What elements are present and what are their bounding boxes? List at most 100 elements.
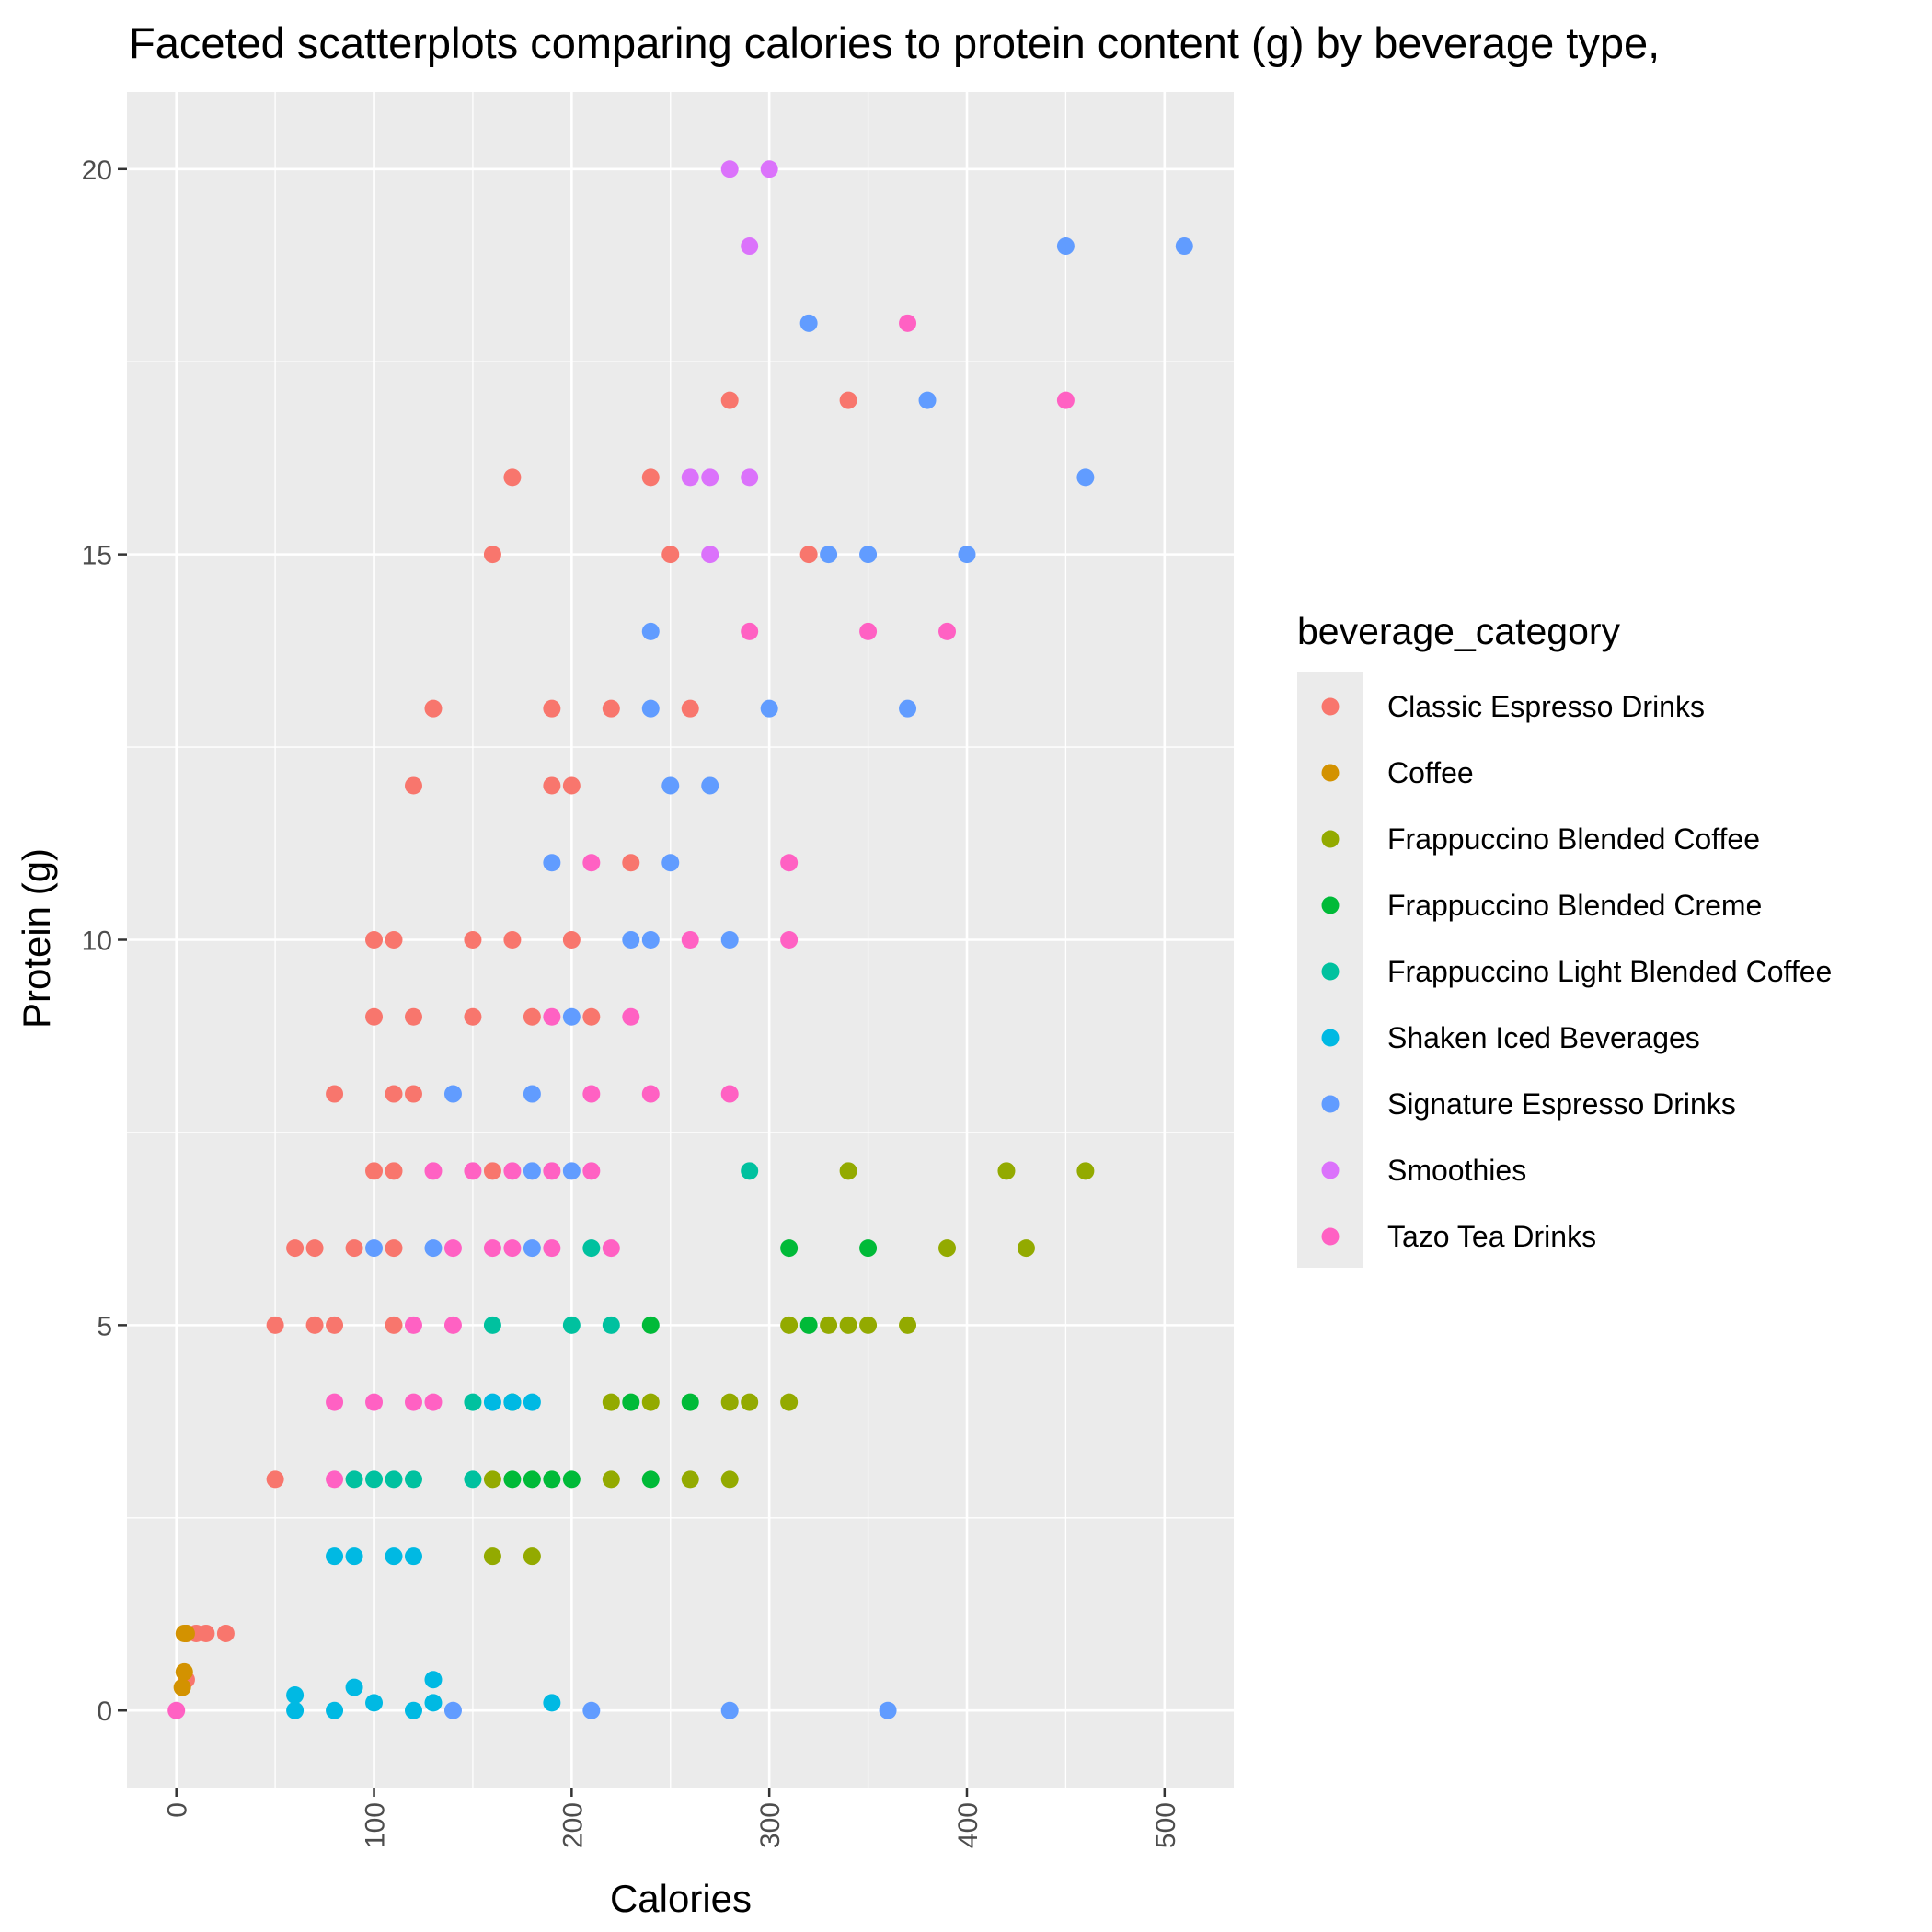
data-point	[720, 160, 739, 178]
data-point	[483, 546, 501, 564]
data-point	[443, 1239, 462, 1258]
data-point	[326, 1316, 344, 1334]
data-point	[1175, 237, 1193, 256]
data-point	[345, 1470, 363, 1489]
legend-key	[1321, 1095, 1340, 1113]
data-point	[799, 546, 818, 564]
data-point	[464, 1470, 482, 1489]
data-point	[523, 1470, 541, 1489]
data-point	[365, 931, 384, 949]
data-point	[997, 1162, 1016, 1180]
data-point	[780, 1316, 799, 1334]
data-point	[602, 699, 620, 718]
data-point	[365, 1393, 384, 1411]
data-point	[385, 1470, 403, 1489]
data-point	[543, 1694, 561, 1712]
data-point	[582, 1701, 601, 1719]
data-point	[641, 1393, 660, 1411]
data-point	[483, 1316, 501, 1334]
legend-key	[1321, 697, 1340, 716]
data-point	[424, 1239, 443, 1258]
legend-key	[1321, 1227, 1340, 1246]
data-point	[266, 1316, 284, 1334]
data-point	[760, 699, 778, 718]
data-point	[543, 1470, 561, 1489]
data-point	[602, 1470, 620, 1489]
data-point	[345, 1547, 363, 1566]
legend-items: Classic Espresso Drinks Coffee Frappuccino…	[1321, 690, 1832, 1253]
data-point	[1076, 468, 1095, 487]
data-point	[859, 1239, 878, 1258]
data-point	[365, 1470, 384, 1489]
data-point	[523, 1162, 541, 1180]
data-point	[899, 314, 917, 332]
data-point	[701, 546, 719, 564]
x-tick-label: 500	[1151, 1802, 1181, 1848]
data-point	[661, 854, 680, 872]
data-point	[216, 1624, 235, 1642]
data-point	[859, 546, 878, 564]
data-point	[326, 1393, 344, 1411]
data-point	[562, 1162, 581, 1180]
data-point	[326, 1701, 344, 1719]
data-point	[464, 1007, 482, 1026]
data-point	[404, 1085, 422, 1103]
data-point	[326, 1085, 344, 1103]
data-point	[173, 1678, 191, 1696]
data-point	[385, 1239, 403, 1258]
data-point	[720, 1701, 739, 1719]
data-point	[503, 1470, 522, 1489]
data-point	[622, 1393, 640, 1411]
data-point	[562, 931, 581, 949]
data-point	[918, 391, 937, 409]
data-point	[523, 1007, 541, 1026]
data-point	[345, 1239, 363, 1258]
data-point	[523, 1393, 541, 1411]
legend-label: Tazo Tea Drinks	[1387, 1220, 1596, 1253]
data-point	[701, 468, 719, 487]
data-point	[503, 468, 522, 487]
data-point	[720, 1393, 739, 1411]
data-point	[483, 1162, 501, 1180]
data-point	[365, 1239, 384, 1258]
data-point	[720, 1470, 739, 1489]
data-point	[424, 1162, 443, 1180]
data-point	[681, 468, 699, 487]
data-point	[464, 1393, 482, 1411]
data-points	[167, 160, 1193, 1719]
legend-label: Frappuccino Light Blended Coffee	[1387, 955, 1832, 988]
data-point	[562, 1316, 581, 1334]
data-point	[404, 1316, 422, 1334]
data-point	[622, 931, 640, 949]
data-point	[760, 160, 778, 178]
data-point	[641, 468, 660, 487]
legend-key	[1321, 896, 1340, 914]
data-point	[404, 1701, 422, 1719]
data-point	[167, 1701, 186, 1719]
data-point	[839, 391, 857, 409]
data-point	[385, 1547, 403, 1566]
data-point	[443, 1316, 462, 1334]
data-point	[523, 1547, 541, 1566]
y-tick-label: 15	[82, 541, 112, 571]
data-point	[464, 1162, 482, 1180]
data-point	[780, 931, 799, 949]
data-point	[582, 854, 601, 872]
data-point	[720, 931, 739, 949]
data-point	[404, 776, 422, 795]
data-point	[197, 1624, 215, 1642]
legend-key	[1321, 962, 1340, 981]
y-axis-label: Protein (g)	[15, 848, 58, 1029]
data-point	[741, 622, 759, 640]
data-point	[543, 776, 561, 795]
data-point	[681, 1393, 699, 1411]
legend-label: Frappuccino Blended Coffee	[1387, 822, 1760, 856]
data-point	[562, 776, 581, 795]
legend-label: Coffee	[1387, 756, 1474, 789]
data-point	[780, 1393, 799, 1411]
data-point	[443, 1701, 462, 1719]
data-point	[641, 699, 660, 718]
data-point	[641, 622, 660, 640]
x-tick-label: 400	[953, 1802, 983, 1848]
